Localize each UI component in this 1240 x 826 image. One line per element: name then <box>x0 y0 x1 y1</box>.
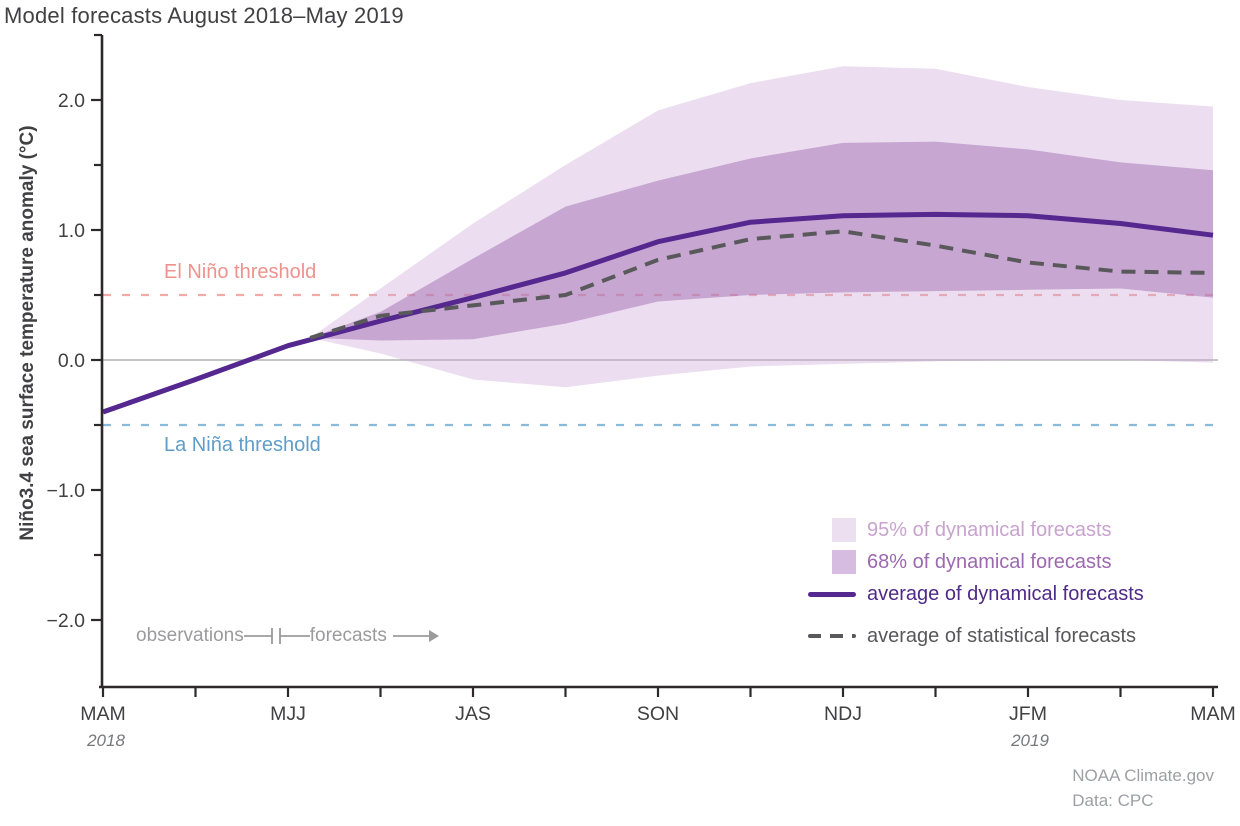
x-tick-label: MJJ <box>270 703 306 725</box>
x-tick-label: SON <box>637 703 679 725</box>
forecasts-label: forecasts <box>309 625 387 646</box>
legend-item-dynamical-avg: average of dynamical forecasts <box>808 578 1144 610</box>
la-nina-threshold-label: La Niña threshold <box>164 434 321 456</box>
observations-label: observations <box>136 625 244 646</box>
y-tick-label: 1.0 <box>58 220 85 242</box>
x-tick-label: JAS <box>455 703 491 725</box>
y-axis-title: Niño3.4 sea surface temperature anomaly … <box>17 125 38 541</box>
95pct-band-swatch <box>832 518 856 542</box>
el-nino-threshold-label: El Niño threshold <box>164 261 317 283</box>
forecast-arrow-icon <box>392 630 439 642</box>
observations-forecasts-divider-icon <box>243 628 310 644</box>
legend: 95% of dynamical forecasts 68% of dynami… <box>808 514 1144 652</box>
x-tick-label: MAM <box>80 703 126 725</box>
credit-line-1: NOAA Climate.gov <box>1072 766 1214 785</box>
dynamical-avg-line-swatch <box>808 591 856 597</box>
legend-label-statistical-avg: average of statistical forecasts <box>867 624 1137 647</box>
source-credit: NOAA Climate.gov Data: CPC <box>1072 763 1214 813</box>
credit-line-2: Data: CPC <box>1072 791 1154 810</box>
x-axis-year-2018: 2018 <box>87 731 125 750</box>
legend-label-95pct: 95% of dynamical forecasts <box>867 518 1112 541</box>
statistical-avg-line-swatch <box>808 634 856 638</box>
legend-label-68pct: 68% of dynamical forecasts <box>867 550 1112 573</box>
dynamical-average-line <box>102 211 1214 415</box>
legend-item-95pct: 95% of dynamical forecasts <box>808 514 1144 546</box>
legend-label-dynamical-avg: average of dynamical forecasts <box>867 582 1144 605</box>
x-axis-year-2019: 2019 <box>1011 731 1049 750</box>
y-tick-label: −2.0 <box>47 610 86 632</box>
y-tick-label: 2.0 <box>58 90 85 112</box>
x-tick-label: MAM <box>1190 703 1236 725</box>
x-tick-label: NDJ <box>824 703 862 725</box>
chart-title: Model forecasts August 2018–May 2019 <box>4 3 404 28</box>
68pct-band-swatch <box>832 550 856 574</box>
axes: 2.0 1.0 0.0 −1.0 −2.0 MAM MJJ JAS SON NDJ JFM MAM <box>47 33 1236 725</box>
legend-item-68pct: 68% of dynamical forecasts <box>808 546 1144 578</box>
band-68pct <box>310 141 1213 341</box>
x-tick-label: JFM <box>1009 703 1047 725</box>
y-tick-label: 0.0 <box>58 350 85 372</box>
statistical-average-line <box>309 229 1214 340</box>
observations-forecasts-annotation: observations forecasts <box>136 623 439 649</box>
legend-item-statistical-avg: average of statistical forecasts <box>808 620 1144 652</box>
y-tick-label: −1.0 <box>47 480 86 502</box>
